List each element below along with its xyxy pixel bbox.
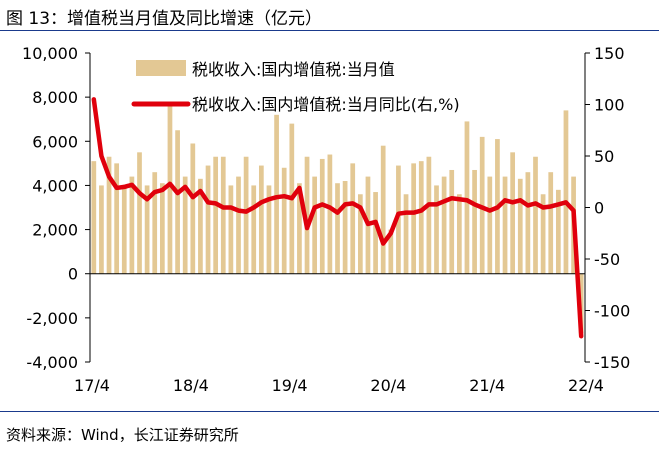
bar: [472, 169, 477, 274]
right-tick-label: -50: [594, 250, 620, 269]
bar: [121, 185, 127, 274]
bar: [342, 181, 348, 274]
right-tick-label: 0: [594, 199, 604, 218]
bar: [563, 110, 569, 274]
bar: [456, 194, 462, 274]
bar: [152, 172, 158, 274]
bar: [213, 156, 219, 274]
bar: [281, 167, 287, 274]
source-note: 资料来源：Wind，长江证券研究所: [6, 426, 239, 444]
legend-swatch-bar: [136, 60, 186, 76]
bar: [426, 156, 432, 274]
bar: [228, 185, 234, 274]
right-tick-label: -150: [594, 353, 630, 372]
bar: [464, 121, 470, 274]
x-tick-label: 17/4: [74, 376, 110, 395]
right-tick-label: 50: [594, 147, 614, 166]
bar: [91, 161, 97, 274]
bar-series: [91, 105, 584, 334]
bar: [434, 185, 439, 274]
bar: [555, 189, 561, 274]
bar: [274, 114, 279, 274]
bar: [106, 156, 112, 274]
bar: [373, 192, 378, 274]
growth-line: [91, 97, 584, 339]
bar: [205, 165, 211, 274]
x-tick-label: 18/4: [173, 376, 209, 395]
bar: [251, 185, 257, 274]
bar: [198, 178, 203, 274]
legend-label-bar: 税收收入:国内增值税:当月值: [192, 60, 395, 79]
bar: [182, 176, 188, 274]
bar: [357, 194, 363, 274]
bar: [388, 229, 394, 274]
bar: [319, 158, 325, 274]
bar: [502, 176, 508, 274]
bar: [159, 183, 165, 274]
bar: [137, 152, 142, 274]
bar: [297, 183, 302, 274]
legend-label-line: 税收收入:国内增值税:当月同比(右,%): [192, 95, 460, 114]
left-tick-label: 8,000: [32, 88, 78, 107]
bar: [175, 130, 180, 274]
bar: [418, 161, 424, 274]
left-tick-label: 6,000: [32, 132, 78, 151]
bar: [220, 156, 226, 274]
bar: [243, 156, 249, 274]
bar: [525, 172, 531, 274]
bar: [327, 154, 333, 274]
left-tick-label: 4,000: [32, 176, 78, 195]
chart-plot: -4,000 -2,000 0 2,000 4,000 6,000 8,000 10,000 -…: [22, 44, 630, 395]
bar: [266, 185, 272, 274]
x-tick-label: 21/4: [469, 376, 505, 395]
bar: [441, 176, 447, 274]
left-tick-label: 0: [68, 265, 78, 284]
left-tick-label: 2,000: [32, 221, 78, 240]
left-tick-label: -2,000: [26, 309, 78, 328]
bar: [403, 194, 409, 274]
right-tick-label: 100: [594, 96, 625, 115]
line-series: [91, 97, 584, 339]
tick-labels: -4,000 -2,000 0 2,000 4,000 6,000 8,000 10,000 -…: [22, 44, 630, 395]
chart-title: 图 13：增值税当月值及同比增速（亿元）: [6, 9, 323, 29]
bar: [533, 156, 538, 274]
title-divider: [0, 30, 659, 31]
bar: [548, 172, 554, 274]
right-tick-label: -100: [594, 302, 630, 321]
bar: [449, 169, 455, 274]
bar: [510, 152, 516, 274]
bar: [540, 194, 546, 274]
bar: [304, 156, 310, 274]
x-tick-label: 19/4: [272, 376, 308, 395]
bar: [335, 183, 340, 274]
left-tick-label: 10,000: [22, 44, 78, 63]
bar: [258, 165, 264, 274]
bar: [167, 105, 173, 274]
bar: [190, 143, 196, 274]
bar: [99, 185, 104, 274]
bar: [380, 145, 386, 274]
x-tick-label: 20/4: [370, 376, 406, 395]
axes: [85, 52, 590, 363]
right-tick-label: 150: [594, 44, 625, 63]
bar: [411, 163, 417, 274]
bar: [236, 176, 241, 274]
bar: [517, 178, 523, 274]
bar: [312, 176, 318, 274]
bar: [487, 176, 493, 274]
bar: [114, 163, 120, 274]
bar: [129, 176, 135, 274]
bar: [144, 185, 150, 274]
source-divider: [0, 411, 659, 412]
left-tick-label: -4,000: [26, 353, 78, 372]
bar: [350, 163, 356, 274]
x-tick-label: 22/4: [568, 376, 604, 395]
